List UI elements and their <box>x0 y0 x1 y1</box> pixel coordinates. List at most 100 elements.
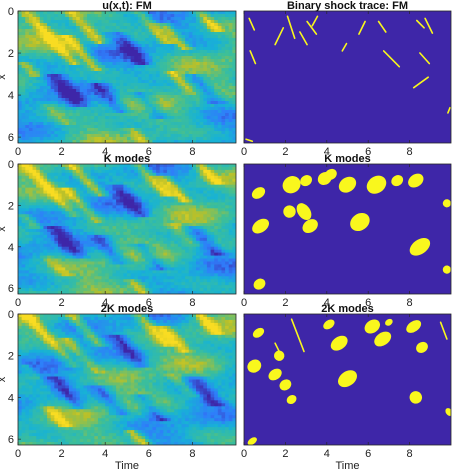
heat-cell <box>97 211 103 215</box>
heat-cell <box>130 196 135 201</box>
heat-cell <box>76 249 81 254</box>
heat-cell <box>166 164 172 168</box>
heat-cell <box>217 59 223 63</box>
heat-cell <box>192 184 197 189</box>
heat-cell <box>83 273 88 277</box>
heat-cell <box>159 119 164 123</box>
heat-cell <box>188 264 193 268</box>
heat-cell <box>79 116 84 120</box>
heat-cell <box>21 11 26 15</box>
heat-cell <box>79 249 84 254</box>
heat-cell <box>137 119 143 123</box>
heat-cell <box>72 193 77 198</box>
heat-cell <box>123 226 128 230</box>
heat-cell <box>90 140 95 143</box>
heat-cell <box>97 11 103 15</box>
heat-cell <box>39 208 45 212</box>
heat-cell <box>90 211 95 215</box>
heat-cell <box>87 220 92 224</box>
heat-cell <box>116 205 121 209</box>
heat-cell <box>232 181 236 186</box>
heat-cell <box>181 71 186 75</box>
heat-cell <box>119 122 124 126</box>
heat-cell <box>32 23 37 27</box>
heat-cell <box>214 246 219 251</box>
heat-cell <box>87 270 92 274</box>
heat-cell <box>18 86 23 90</box>
heat-cell <box>54 190 59 195</box>
heat-cell <box>185 44 190 48</box>
heat-cell <box>61 187 66 192</box>
heat-cell <box>36 190 41 195</box>
heat-cell <box>134 205 139 209</box>
heat-cell <box>214 125 219 129</box>
heat-cell <box>18 137 23 141</box>
heat-cell <box>174 258 179 263</box>
heat-cell <box>203 50 208 54</box>
heat-cell <box>225 243 230 248</box>
heat-cell <box>18 17 23 21</box>
heat-cell <box>39 178 45 183</box>
heat-cell <box>108 249 114 254</box>
heat-cell <box>47 101 52 105</box>
heat-cell <box>170 95 175 99</box>
heat-cell <box>43 214 48 218</box>
heat-cell <box>28 53 34 57</box>
heat-cell <box>54 202 59 206</box>
heat-cell <box>28 175 34 180</box>
heat-cell <box>54 17 59 21</box>
heat-cell <box>141 122 146 126</box>
heat-cell <box>76 104 81 108</box>
heat-cell <box>105 47 110 51</box>
heat-cell <box>54 80 59 84</box>
heat-cell <box>36 270 41 274</box>
heat-cell <box>188 101 193 105</box>
heat-cell <box>32 246 37 251</box>
heat-cell <box>170 89 175 93</box>
heat-cell <box>101 71 106 75</box>
heat-cell <box>203 95 208 99</box>
heat-cell <box>25 234 30 239</box>
heat-cell <box>57 104 63 108</box>
heat-cell <box>199 199 204 203</box>
heat-cell <box>141 86 146 90</box>
heat-cell <box>72 53 77 57</box>
heat-cell <box>87 119 92 123</box>
heat-cell <box>166 41 172 45</box>
heat-cell <box>79 270 84 274</box>
heat-cell <box>196 74 201 78</box>
heat-cell <box>221 95 226 99</box>
heat-cell <box>177 193 183 198</box>
heat-cell <box>123 53 128 57</box>
heat-cell <box>206 205 212 209</box>
heat-cell <box>163 220 168 224</box>
heat-cell <box>47 32 52 36</box>
heat-cell <box>174 202 179 206</box>
heat-cell <box>221 44 226 48</box>
heat-cell <box>112 23 117 27</box>
heat-cell <box>108 71 114 75</box>
heat-cell <box>57 205 63 209</box>
heat-cell <box>188 17 193 21</box>
heat-cell <box>181 255 186 260</box>
heat-cell <box>159 258 164 263</box>
heat-cell <box>123 47 128 51</box>
heat-cell <box>217 199 223 203</box>
heat-cell <box>206 44 212 48</box>
heat-cell <box>199 190 204 195</box>
heat-cell <box>87 41 92 45</box>
heat-cell <box>203 17 208 21</box>
heat-cell <box>18 14 23 18</box>
heat-cell <box>177 92 183 96</box>
heat-cell <box>76 14 81 18</box>
heat-cell <box>36 276 41 280</box>
heat-cell <box>83 116 88 120</box>
heat-cell <box>101 35 106 39</box>
heat-cell <box>36 32 41 36</box>
heat-cell <box>221 71 226 75</box>
heat-cell <box>152 166 157 171</box>
heat-cell <box>90 134 95 138</box>
heat-cell <box>141 270 146 274</box>
heat-cell <box>196 71 201 75</box>
heat-cell <box>145 166 150 171</box>
